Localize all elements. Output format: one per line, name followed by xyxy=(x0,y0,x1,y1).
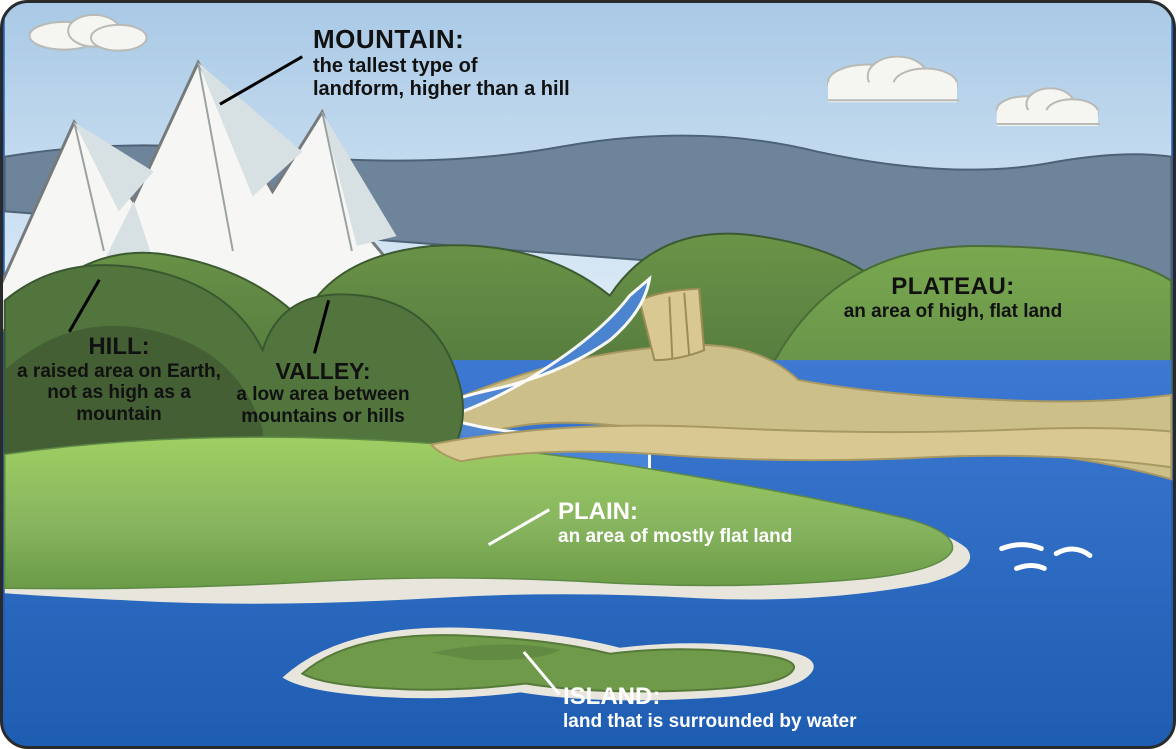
desc-plateau: an area of high, flat land xyxy=(833,301,1073,323)
desc-mountain: the tallest type of landform, higher tha… xyxy=(313,55,573,101)
term-valley: VALLEY: xyxy=(223,358,423,384)
desc-island: land that is surrounded by water xyxy=(563,711,1063,733)
desc-valley: a low area between mountains or hills xyxy=(223,384,423,428)
label-island: ISLAND: land that is surrounded by water xyxy=(563,683,1063,732)
term-plateau: PLATEAU: xyxy=(833,273,1073,301)
label-valley: VALLEY: a low area between mountains or … xyxy=(223,358,423,428)
landform-infographic: MOUNTAIN: the tallest type of landform, … xyxy=(0,0,1176,749)
term-island: ISLAND: xyxy=(563,683,660,710)
label-plain: PLAIN: an area of mostly flat land xyxy=(558,498,998,547)
label-hill: HILL: a raised area on Earth, not as hig… xyxy=(9,333,229,426)
term-hill: HILL: xyxy=(9,333,229,361)
desc-hill: a raised area on Earth, not as high as a… xyxy=(9,361,229,427)
label-mountain: MOUNTAIN: the tallest type of landform, … xyxy=(313,25,573,101)
label-plateau: PLATEAU: an area of high, flat land xyxy=(833,273,1073,322)
term-plain: PLAIN: xyxy=(558,498,638,525)
term-mountain: MOUNTAIN: xyxy=(313,25,573,55)
desc-plain: an area of mostly flat land xyxy=(558,526,998,548)
